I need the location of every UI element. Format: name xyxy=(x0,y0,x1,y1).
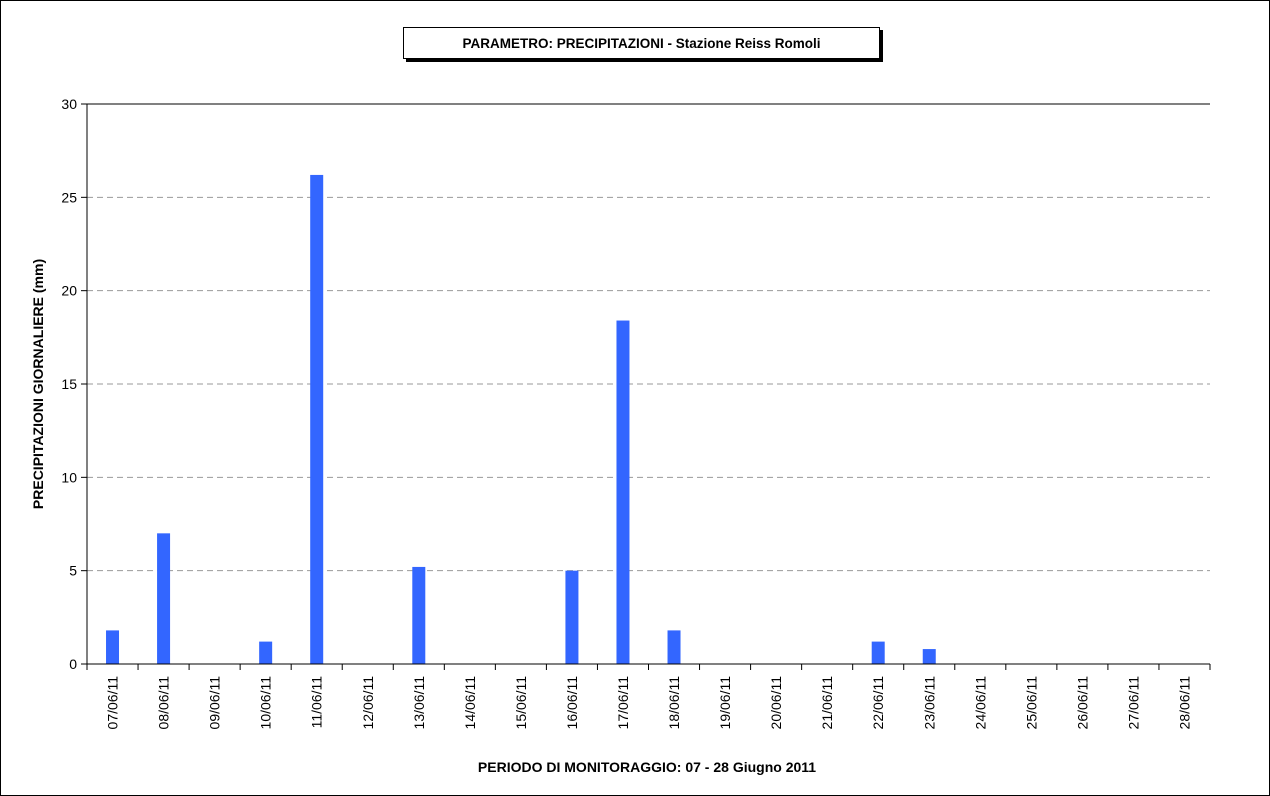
y-tick-label: 5 xyxy=(69,563,77,579)
x-tick-label: 08/06/11 xyxy=(156,676,172,730)
y-tick-label: 30 xyxy=(61,96,77,112)
y-tick-label: 20 xyxy=(61,283,77,299)
x-tick-label: 14/06/11 xyxy=(462,676,478,730)
x-tick-label: 23/06/11 xyxy=(921,676,937,730)
x-axis-title: PERIODO DI MONITORAGGIO: 07 - 28 Giugno … xyxy=(478,759,816,775)
x-tick-labels: 07/06/11 08/06/11 09/06/11 10/06/11 11/06/11… xyxy=(105,676,1193,730)
x-tick-label: 09/06/11 xyxy=(207,676,223,730)
x-tick-label: 20/06/11 xyxy=(768,676,784,730)
x-tick-label: 22/06/11 xyxy=(870,676,886,730)
bar-10/06/11 xyxy=(259,641,273,664)
x-tick-label: 11/06/11 xyxy=(309,676,325,729)
x-tick-label: 25/06/11 xyxy=(1023,676,1039,730)
x-tick-label: 15/06/11 xyxy=(513,676,529,730)
bar-16/06/11 xyxy=(565,570,579,664)
bar-08/06/11 xyxy=(157,533,171,664)
bars xyxy=(106,174,936,664)
x-tick-label: 16/06/11 xyxy=(564,676,580,730)
y-tick-label: 10 xyxy=(61,469,77,485)
axes xyxy=(81,103,1211,670)
y-tick-label: 15 xyxy=(61,376,77,392)
x-tick-label: 19/06/11 xyxy=(717,676,733,730)
y-axis-title: PRECIPITAZIONI GIORNALIERE (mm) xyxy=(30,259,46,509)
x-tick-label: 17/06/11 xyxy=(615,676,631,730)
x-tick-label: 12/06/11 xyxy=(360,676,376,730)
x-tick-label: 27/06/11 xyxy=(1125,676,1141,730)
chart-title: PARAMETRO: PRECIPITAZIONI - Stazione Rei… xyxy=(403,27,880,59)
x-tick-label: 24/06/11 xyxy=(972,676,988,730)
x-tick-label: 26/06/11 xyxy=(1074,676,1090,730)
x-tick-label: 07/06/11 xyxy=(105,676,121,730)
bar-11/06/11 xyxy=(310,174,324,664)
y-tick-labels: 0 5 10 15 20 25 30 xyxy=(61,96,77,672)
grid-lines xyxy=(87,196,1210,572)
x-tick-label: 21/06/11 xyxy=(819,676,835,730)
bar-18/06/11 xyxy=(667,630,681,664)
x-tick-label: 13/06/11 xyxy=(411,676,427,730)
bar-22/06/11 xyxy=(871,641,885,664)
x-tick-label: 28/06/11 xyxy=(1176,676,1192,730)
chart-title-text: PARAMETRO: PRECIPITAZIONI - Stazione Rei… xyxy=(462,35,821,51)
bar-07/06/11 xyxy=(106,630,120,664)
bar-23/06/11 xyxy=(922,649,936,664)
x-tick-label: 10/06/11 xyxy=(258,676,274,730)
x-tick-label: 18/06/11 xyxy=(666,676,682,730)
bar-13/06/11 xyxy=(412,566,426,664)
bar-17/06/11 xyxy=(616,320,630,664)
y-tick-label: 25 xyxy=(61,189,77,205)
y-tick-label: 0 xyxy=(69,656,77,672)
